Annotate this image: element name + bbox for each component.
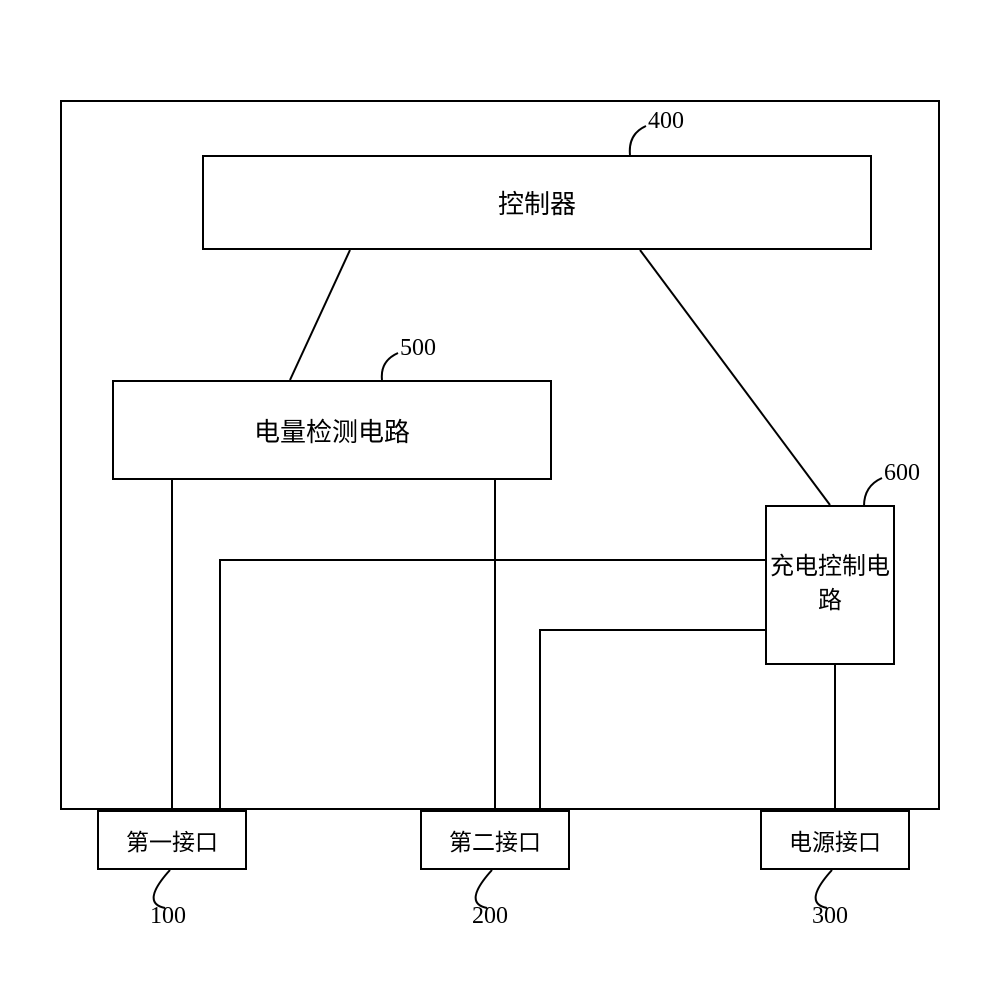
ref-200: 200 — [472, 903, 508, 930]
iface1-label: 第一接口 — [126, 823, 218, 857]
ref-300: 300 — [812, 903, 848, 930]
detect-box: 电量检测电路 — [112, 380, 552, 480]
charge-box: 充电控制电路 — [765, 505, 895, 665]
controller-box: 控制器 — [202, 155, 872, 250]
power-label: 电源接口 — [789, 823, 881, 857]
ref-400: 400 — [648, 108, 684, 135]
ref-500: 500 — [400, 335, 436, 362]
iface2-box: 第二接口 — [420, 810, 570, 870]
detect-label: 电量检测电路 — [254, 412, 410, 449]
power-box: 电源接口 — [760, 810, 910, 870]
iface2-label: 第二接口 — [449, 823, 541, 857]
ref-600: 600 — [884, 460, 920, 487]
controller-label: 控制器 — [498, 184, 576, 221]
iface1-box: 第一接口 — [97, 810, 247, 870]
charge-label: 充电控制电路 — [770, 551, 890, 618]
ref-100: 100 — [150, 903, 186, 930]
